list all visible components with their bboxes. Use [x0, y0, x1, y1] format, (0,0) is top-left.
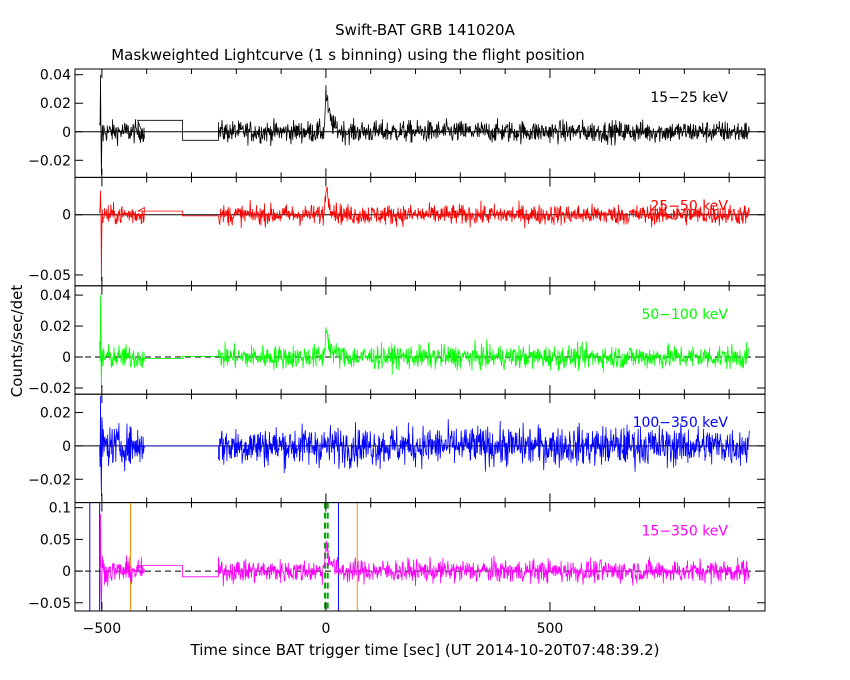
y-tick-label: 0: [62, 350, 71, 366]
panel-frame: [74, 176, 766, 287]
y-tick-label: 0.02: [40, 319, 71, 335]
panel-0-plot: [75, 74, 765, 175]
panel-4-plot: [75, 502, 765, 611]
lightcurve-series: [99, 395, 750, 496]
panel-2-plot: [75, 295, 765, 389]
energy-band-label: 100−350 keV: [633, 415, 729, 431]
panel-3-plot: [75, 395, 765, 496]
y-tick-label: −0.02: [28, 381, 71, 397]
panel-frame: [74, 285, 766, 395]
lightcurve-series: [99, 295, 750, 389]
y-tick-label: −0.02: [28, 153, 71, 169]
energy-band-label: 50−100 keV: [641, 307, 728, 323]
y-tick-label: 0: [62, 125, 71, 141]
y-tick-label: −0.02: [28, 472, 71, 488]
y-axis-label: Counts/sec/det: [8, 285, 26, 398]
energy-band-label: 15−350 keV: [641, 524, 728, 540]
panel-frame: [74, 502, 766, 612]
y-tick-label: 0: [62, 439, 71, 455]
x-tick-label: −500: [83, 621, 121, 637]
y-tick-label: 0.02: [40, 96, 71, 112]
y-tick-label: −0.05: [28, 596, 71, 612]
x-tick-label: 500: [537, 621, 564, 637]
y-tick-label: 0.05: [40, 532, 71, 548]
panel-1-plot: [75, 186, 765, 282]
chart-subtitle: Maskweighted Lightcurve (1 s binning) us…: [111, 46, 585, 64]
lightcurve-series: [99, 513, 750, 610]
x-axis-label: Time since BAT trigger time [sec] (UT 20…: [190, 641, 660, 659]
panel-frame: [74, 68, 766, 178]
y-tick-label: 0.1: [49, 501, 71, 517]
y-tick-label: 0: [62, 564, 71, 580]
y-tick-label: 0.04: [40, 68, 71, 84]
x-tick-label: 0: [321, 621, 330, 637]
chart-title: Swift-BAT GRB 141020A: [335, 21, 515, 39]
energy-band-label: 15−25 keV: [650, 90, 728, 106]
lightcurve-series: [99, 186, 750, 282]
y-tick-label: 0: [62, 208, 71, 224]
y-tick-label: −0.05: [28, 268, 71, 284]
panels-group: 0.04 0.02 0 −0.02 15−25 keV 0 −0.05 25−50 keV 0.…: [28, 68, 766, 637]
y-tick-label: 0.02: [40, 406, 71, 422]
energy-band-label: 25−50 keV: [650, 198, 728, 214]
lightcurve-series: [99, 74, 750, 175]
y-tick-label: 0.04: [40, 288, 71, 304]
